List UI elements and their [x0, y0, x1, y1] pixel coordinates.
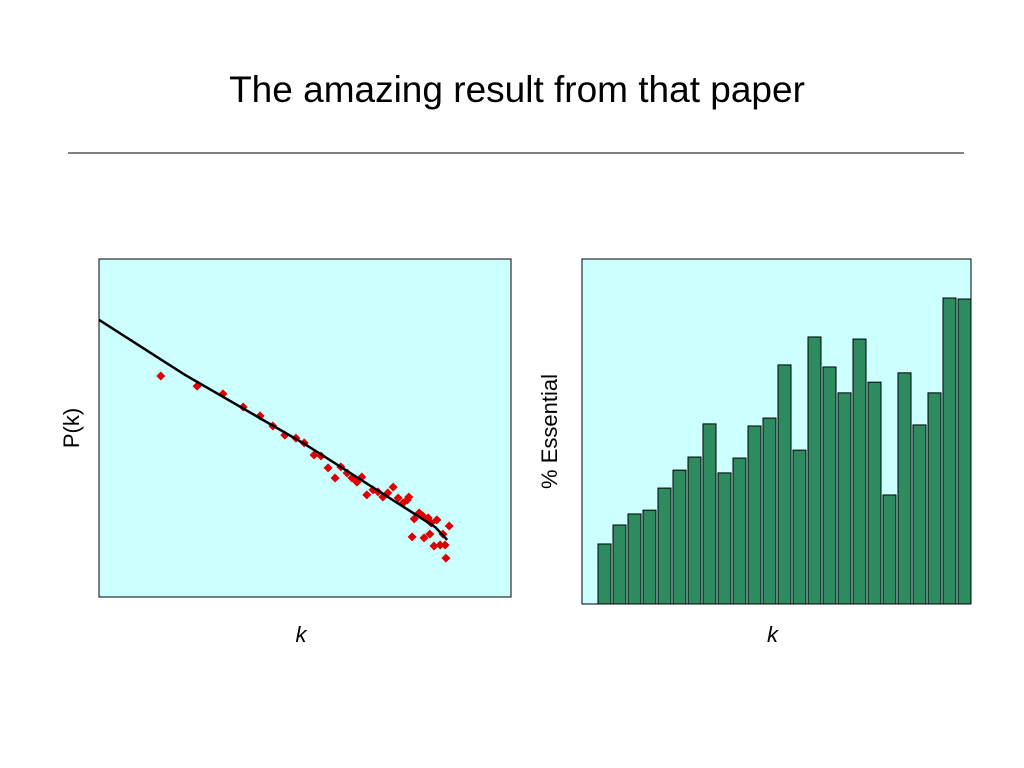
scatter-point — [388, 482, 398, 492]
plot-frame — [98, 258, 512, 598]
bar — [822, 366, 837, 605]
bar — [882, 494, 897, 605]
bar — [867, 381, 882, 605]
bar — [762, 417, 777, 605]
plot-frame — [581, 258, 972, 605]
bar — [687, 456, 702, 605]
trend-line — [98, 318, 449, 541]
bar — [672, 469, 687, 605]
bar — [897, 372, 912, 605]
scatter-point — [362, 490, 372, 500]
scatter-point — [432, 515, 442, 525]
bar — [657, 487, 672, 605]
slide-title: The amazing result from that paper — [229, 69, 805, 110]
bar — [627, 513, 642, 605]
scatter-point — [404, 492, 414, 502]
bar — [807, 336, 822, 605]
scatter-point — [156, 371, 166, 381]
bar — [732, 457, 747, 605]
scatter-point — [407, 532, 417, 542]
scatter-point — [323, 463, 333, 473]
bar — [777, 364, 792, 605]
y-axis-label: P(k) — [59, 408, 84, 448]
y-axis-label: % Essential — [537, 374, 562, 489]
bar — [927, 392, 942, 605]
x-axis-label: k — [767, 622, 779, 647]
scatter-point — [444, 521, 454, 531]
bar — [702, 423, 717, 605]
scatter-point — [393, 493, 403, 503]
scatter-point — [409, 514, 419, 524]
bar — [852, 338, 867, 605]
bar — [942, 297, 957, 605]
bar — [792, 449, 807, 605]
scatter-point — [441, 553, 451, 563]
plot-area — [99, 259, 511, 597]
scatter-point — [435, 540, 445, 550]
scatter-point — [429, 541, 439, 551]
scatter-point — [330, 473, 340, 483]
bar — [597, 543, 612, 605]
scatter-point — [425, 529, 435, 539]
scatter-point — [440, 540, 450, 550]
bar — [717, 472, 732, 605]
bar — [837, 392, 852, 605]
bar — [912, 424, 927, 605]
x-axis-label: k — [296, 622, 308, 647]
scatter-point — [419, 533, 429, 543]
bar — [747, 425, 762, 605]
bar — [642, 509, 657, 605]
bar — [612, 524, 627, 605]
bar — [957, 298, 972, 605]
